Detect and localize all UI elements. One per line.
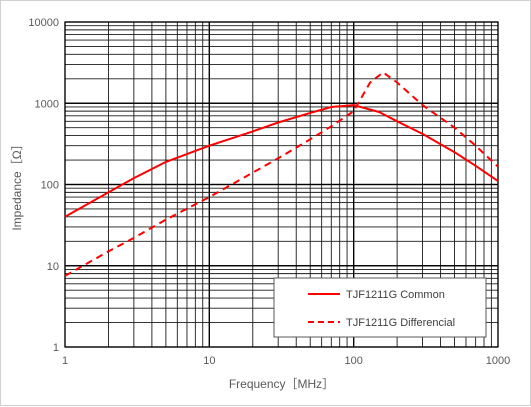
x-axis-title: Frequency［MHz］ [229,377,334,391]
y-tick-label: 1000 [35,98,59,110]
y-axis-title: Impedance［Ω］ [10,138,24,230]
x-tick-label: 1 [62,355,68,367]
y-tick-label: 100 [41,180,59,192]
y-tick-label: 10000 [28,17,59,29]
y-tick-label: 10 [47,261,59,273]
x-tick-label: 1000 [486,355,510,367]
legend-label-differencial: TJF1211G Differencial [346,317,455,329]
plot-border [64,21,499,348]
series-line-1 [64,71,499,277]
x-tick-label: 10 [203,355,215,367]
x-tick-label: 100 [344,355,362,367]
legend-box [273,277,487,338]
y-tick-label: 1 [53,342,59,354]
tick-labels: 1 10 100 1000 1 10 100 1000 10000 [28,17,510,367]
legend: TJF1211G Common TJF1211G Differencial [273,277,487,338]
series-line-0 [64,104,499,218]
legend-label-common: TJF1211G Common [346,289,445,301]
series-lines [64,71,499,277]
